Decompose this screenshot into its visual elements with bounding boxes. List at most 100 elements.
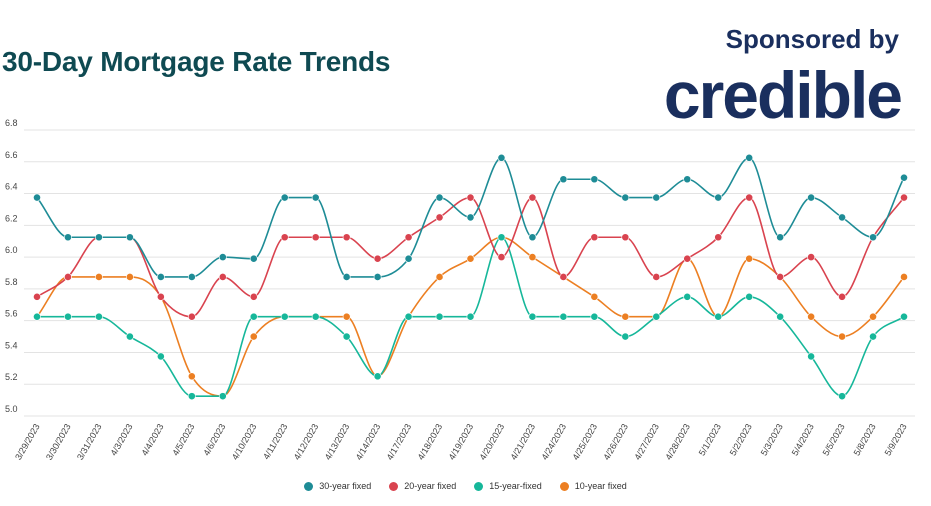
- data-point-15-year-fixed[interactable]: [900, 312, 908, 321]
- credible-logo[interactable]: credible: [663, 58, 903, 132]
- data-point-30-year-fixed[interactable]: [714, 193, 723, 202]
- data-point-10-year-fixed[interactable]: [838, 332, 846, 341]
- data-point-20-year-fixed[interactable]: [900, 193, 908, 202]
- data-point-10-year-fixed[interactable]: [900, 273, 908, 281]
- data-point-30-year-fixed[interactable]: [590, 175, 599, 184]
- data-point-30-year-fixed[interactable]: [125, 233, 134, 242]
- data-point-20-year-fixed[interactable]: [807, 253, 816, 262]
- data-point-20-year-fixed[interactable]: [497, 253, 506, 262]
- data-point-15-year-fixed[interactable]: [745, 292, 754, 301]
- data-point-15-year-fixed[interactable]: [95, 312, 103, 321]
- data-point-15-year-fixed[interactable]: [249, 312, 258, 321]
- data-point-20-year-fixed[interactable]: [745, 193, 754, 202]
- data-point-30-year-fixed[interactable]: [218, 253, 227, 262]
- legend-item-10-year-fixed[interactable]: 10-year fixed: [559, 481, 627, 491]
- data-point-15-year-fixed[interactable]: [64, 312, 72, 321]
- data-point-15-year-fixed[interactable]: [342, 332, 351, 341]
- data-point-30-year-fixed[interactable]: [373, 273, 382, 281]
- data-point-20-year-fixed[interactable]: [838, 292, 846, 301]
- data-point-30-year-fixed[interactable]: [652, 193, 661, 202]
- data-point-30-year-fixed[interactable]: [435, 193, 444, 202]
- data-point-20-year-fixed[interactable]: [218, 273, 227, 281]
- data-point-30-year-fixed[interactable]: [497, 153, 506, 162]
- legend-item-15-year-fixed[interactable]: 15-year-fixed: [474, 481, 542, 491]
- data-point-30-year-fixed[interactable]: [838, 213, 846, 222]
- data-point-30-year-fixed[interactable]: [404, 254, 413, 263]
- data-point-20-year-fixed[interactable]: [714, 233, 723, 242]
- data-point-20-year-fixed[interactable]: [435, 213, 444, 222]
- data-point-20-year-fixed[interactable]: [342, 233, 351, 242]
- data-point-20-year-fixed[interactable]: [311, 233, 320, 242]
- data-point-30-year-fixed[interactable]: [33, 193, 41, 202]
- data-point-15-year-fixed[interactable]: [497, 233, 506, 242]
- data-point-20-year-fixed[interactable]: [404, 233, 413, 242]
- data-point-30-year-fixed[interactable]: [95, 233, 103, 242]
- data-point-10-year-fixed[interactable]: [807, 312, 816, 321]
- data-point-15-year-fixed[interactable]: [838, 392, 846, 401]
- data-point-15-year-fixed[interactable]: [559, 312, 568, 321]
- data-point-20-year-fixed[interactable]: [559, 273, 568, 281]
- legend-item-30-year-fixed[interactable]: 30-year fixed: [304, 481, 371, 491]
- data-point-30-year-fixed[interactable]: [466, 213, 475, 222]
- data-point-20-year-fixed[interactable]: [33, 292, 41, 301]
- data-point-15-year-fixed[interactable]: [156, 352, 165, 361]
- data-point-15-year-fixed[interactable]: [33, 312, 41, 321]
- data-point-15-year-fixed[interactable]: [280, 312, 289, 321]
- data-point-20-year-fixed[interactable]: [64, 273, 72, 281]
- data-point-15-year-fixed[interactable]: [807, 352, 816, 361]
- data-point-30-year-fixed[interactable]: [311, 193, 320, 202]
- data-point-30-year-fixed[interactable]: [621, 193, 630, 202]
- data-point-30-year-fixed[interactable]: [807, 193, 816, 202]
- data-point-20-year-fixed[interactable]: [373, 254, 382, 263]
- data-point-10-year-fixed[interactable]: [249, 332, 258, 341]
- data-point-10-year-fixed[interactable]: [187, 372, 196, 381]
- data-point-15-year-fixed[interactable]: [528, 312, 537, 321]
- data-point-15-year-fixed[interactable]: [435, 312, 444, 321]
- data-point-20-year-fixed[interactable]: [187, 312, 196, 321]
- data-point-20-year-fixed[interactable]: [280, 233, 289, 242]
- data-point-10-year-fixed[interactable]: [95, 273, 103, 281]
- legend-item-20-year-fixed[interactable]: 20-year fixed: [389, 481, 456, 491]
- data-point-30-year-fixed[interactable]: [528, 233, 537, 242]
- data-point-30-year-fixed[interactable]: [683, 175, 692, 184]
- data-point-10-year-fixed[interactable]: [466, 254, 475, 263]
- data-point-30-year-fixed[interactable]: [559, 175, 568, 184]
- data-point-15-year-fixed[interactable]: [621, 332, 630, 341]
- data-point-10-year-fixed[interactable]: [590, 292, 599, 301]
- data-point-10-year-fixed[interactable]: [342, 312, 351, 321]
- data-point-15-year-fixed[interactable]: [776, 312, 785, 321]
- data-point-10-year-fixed[interactable]: [621, 312, 630, 321]
- data-point-10-year-fixed[interactable]: [125, 273, 134, 281]
- data-point-15-year-fixed[interactable]: [218, 392, 227, 401]
- data-point-30-year-fixed[interactable]: [249, 254, 258, 263]
- data-point-30-year-fixed[interactable]: [280, 193, 289, 202]
- data-point-10-year-fixed[interactable]: [435, 273, 444, 281]
- data-point-15-year-fixed[interactable]: [590, 312, 599, 321]
- data-point-30-year-fixed[interactable]: [869, 233, 877, 242]
- data-point-10-year-fixed[interactable]: [869, 312, 877, 321]
- data-point-15-year-fixed[interactable]: [466, 312, 475, 321]
- data-point-20-year-fixed[interactable]: [683, 254, 692, 263]
- data-point-30-year-fixed[interactable]: [64, 233, 72, 242]
- data-point-30-year-fixed[interactable]: [156, 273, 165, 281]
- data-point-30-year-fixed[interactable]: [745, 153, 754, 162]
- data-point-20-year-fixed[interactable]: [249, 292, 258, 301]
- data-point-15-year-fixed[interactable]: [652, 312, 661, 321]
- data-point-30-year-fixed[interactable]: [342, 273, 351, 281]
- data-point-20-year-fixed[interactable]: [156, 292, 165, 301]
- data-point-20-year-fixed[interactable]: [590, 233, 599, 242]
- data-point-15-year-fixed[interactable]: [404, 312, 413, 321]
- data-point-10-year-fixed[interactable]: [745, 254, 754, 263]
- data-point-15-year-fixed[interactable]: [187, 392, 196, 401]
- data-point-30-year-fixed[interactable]: [776, 233, 785, 242]
- data-point-20-year-fixed[interactable]: [528, 193, 537, 202]
- data-point-15-year-fixed[interactable]: [125, 332, 134, 341]
- data-point-15-year-fixed[interactable]: [714, 312, 723, 321]
- data-point-15-year-fixed[interactable]: [869, 332, 877, 341]
- data-point-15-year-fixed[interactable]: [373, 372, 382, 381]
- data-point-15-year-fixed[interactable]: [683, 292, 692, 301]
- data-point-10-year-fixed[interactable]: [528, 253, 537, 262]
- data-point-30-year-fixed[interactable]: [900, 173, 908, 182]
- data-point-20-year-fixed[interactable]: [776, 273, 785, 281]
- data-point-30-year-fixed[interactable]: [187, 273, 196, 281]
